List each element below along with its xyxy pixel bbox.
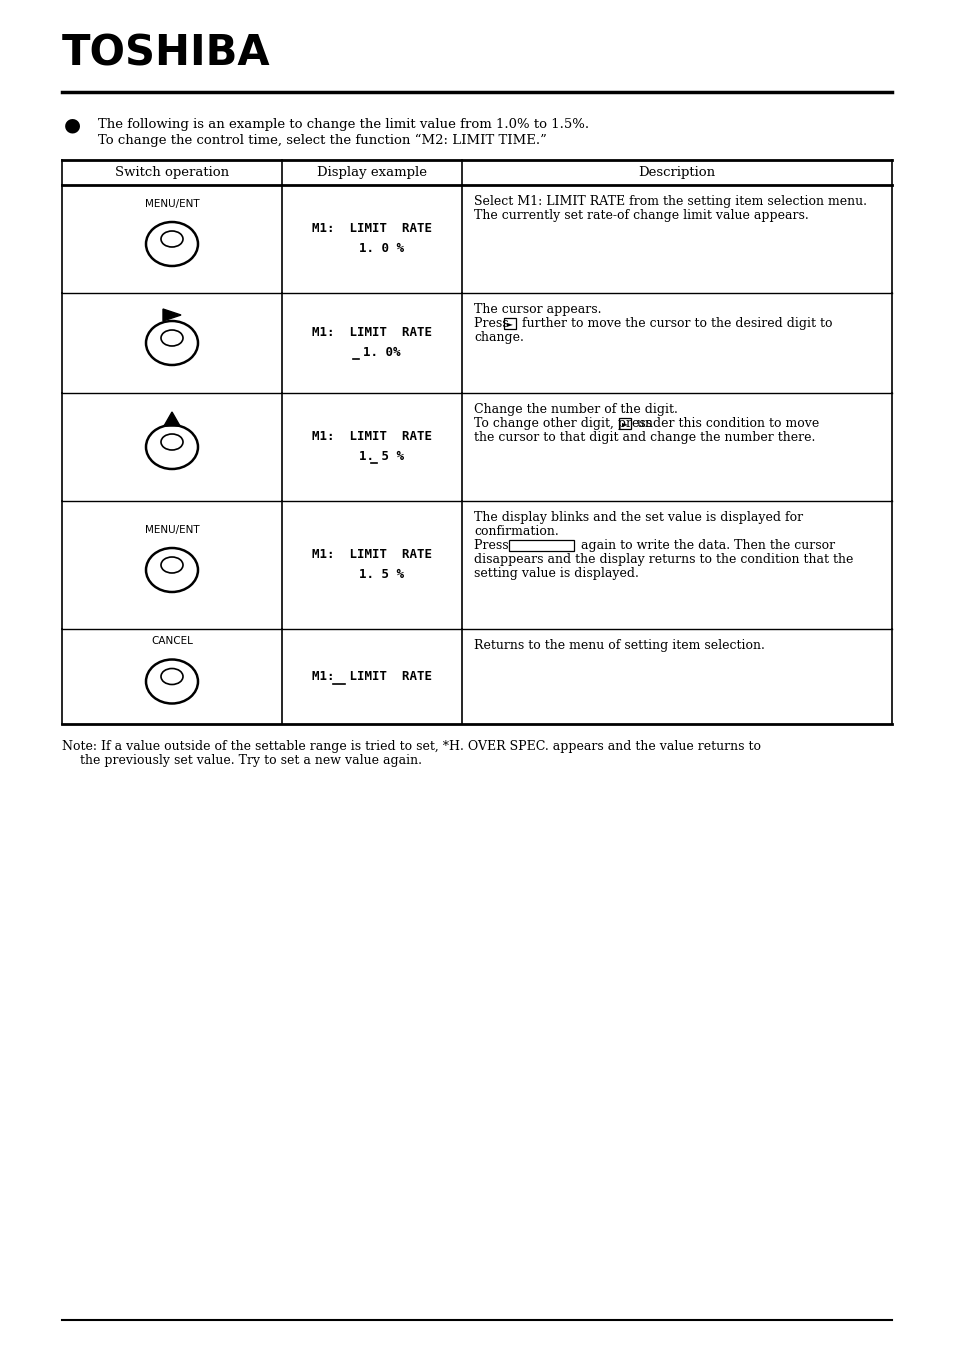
- Text: M1:  LIMIT  RATE: M1: LIMIT RATE: [312, 431, 432, 444]
- Text: TOSHIBA: TOSHIBA: [62, 32, 271, 74]
- Bar: [618, 418, 630, 429]
- Text: 1. 0%: 1. 0%: [363, 347, 400, 359]
- Text: MENU/ENT: MENU/ENT: [145, 198, 199, 209]
- Text: the cursor to that digit and change the number there.: the cursor to that digit and change the …: [474, 431, 815, 444]
- Text: disappears and the display returns to the condition that the: disappears and the display returns to th…: [474, 554, 853, 566]
- Text: M1:  LIMIT  RATE: M1: LIMIT RATE: [312, 223, 432, 235]
- Text: M1:  LIMIT  RATE: M1: LIMIT RATE: [312, 327, 432, 339]
- Text: change.: change.: [474, 331, 523, 344]
- Text: 1. 0 %: 1. 0 %: [359, 243, 404, 255]
- Text: CANCEL: CANCEL: [151, 636, 193, 647]
- Text: ►: ►: [621, 420, 627, 428]
- Text: To change the control time, select the function “M2: LIMIT TIME.”: To change the control time, select the f…: [98, 134, 546, 147]
- Text: confirmation.: confirmation.: [474, 525, 558, 539]
- Text: under this condition to move: under this condition to move: [633, 417, 819, 431]
- Text: ●: ●: [64, 115, 81, 134]
- Text: the previously set value. Try to set a new value again.: the previously set value. Try to set a n…: [80, 755, 421, 767]
- Text: Press: Press: [474, 317, 512, 329]
- Text: Switch operation: Switch operation: [114, 166, 229, 180]
- Text: M1:  LIMIT  RATE: M1: LIMIT RATE: [312, 548, 432, 562]
- Text: 1. 5 %: 1. 5 %: [359, 451, 404, 463]
- Text: Description: Description: [638, 166, 715, 180]
- Bar: [503, 319, 516, 329]
- Text: further to move the cursor to the desired digit to: further to move the cursor to the desire…: [517, 317, 832, 329]
- Text: Display example: Display example: [316, 166, 427, 180]
- Text: The currently set rate-of change limit value appears.: The currently set rate-of change limit v…: [474, 209, 808, 221]
- Polygon shape: [163, 309, 181, 321]
- Text: ►: ►: [507, 320, 513, 328]
- Bar: [509, 540, 574, 551]
- Text: again to write the data. Then the cursor: again to write the data. Then the cursor: [577, 539, 834, 552]
- Polygon shape: [164, 412, 180, 427]
- Text: Select M1: LIMIT RATE from the setting item selection menu.: Select M1: LIMIT RATE from the setting i…: [474, 194, 866, 208]
- Text: 1. 5 %: 1. 5 %: [359, 568, 404, 582]
- Text: MENU/ENT: MENU/ENT: [145, 525, 199, 535]
- Text: Press: Press: [474, 539, 512, 552]
- Text: Note: If a value outside of the settable range is tried to set, *H. OVER SPEC. a: Note: If a value outside of the settable…: [62, 740, 760, 753]
- Text: The cursor appears.: The cursor appears.: [474, 302, 601, 316]
- Text: M1:  LIMIT  RATE: M1: LIMIT RATE: [312, 670, 432, 683]
- Text: Change the number of the digit.: Change the number of the digit.: [474, 404, 678, 416]
- Text: Returns to the menu of setting item selection.: Returns to the menu of setting item sele…: [474, 639, 764, 652]
- Text: The following is an example to change the limit value from 1.0% to 1.5%.: The following is an example to change th…: [98, 117, 589, 131]
- Text: The display blinks and the set value is displayed for: The display blinks and the set value is …: [474, 512, 802, 524]
- Text: setting value is displayed.: setting value is displayed.: [474, 567, 639, 580]
- Text: To change other digit, press: To change other digit, press: [474, 417, 656, 431]
